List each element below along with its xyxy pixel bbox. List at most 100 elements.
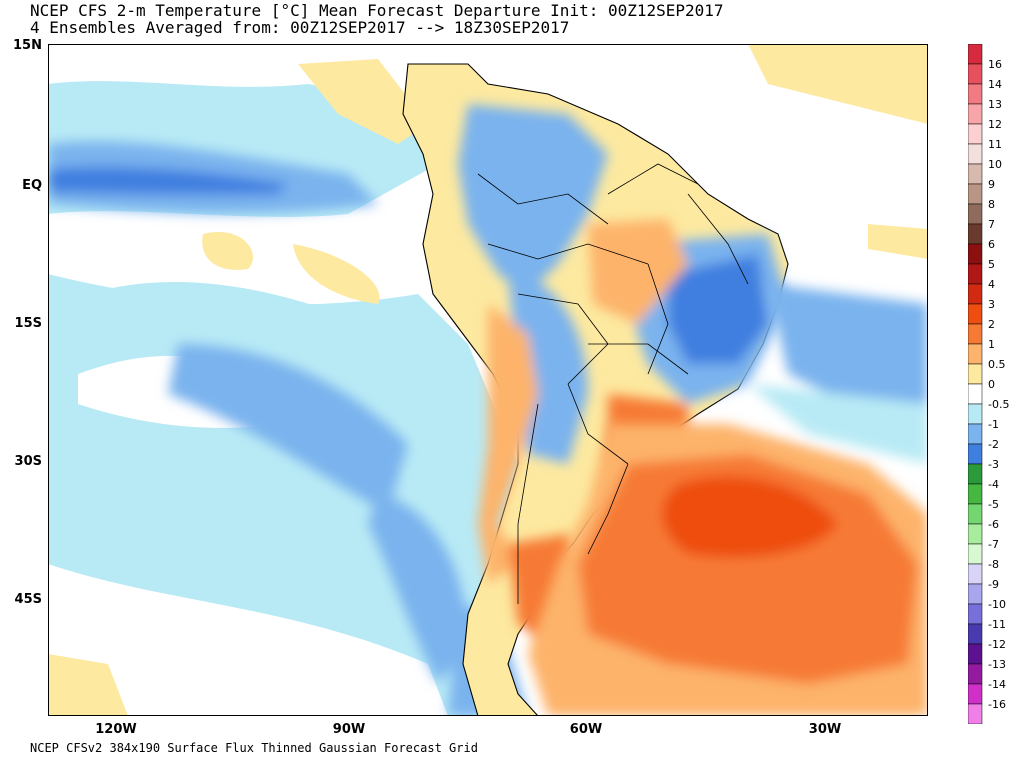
colorbar-swatch [968,563,983,585]
colorbar-label: -11 [988,618,1006,631]
chile-coast-warm [478,304,538,584]
colorbar-swatch [968,283,983,305]
colorbar-swatch [968,363,983,385]
atlantic-east-cool [768,284,928,424]
warm-patch-pacific [202,232,253,270]
colorbar-label: 3 [988,298,995,311]
colorbar-label: 8 [988,198,995,211]
footer-text: NCEP CFSv2 384x190 Surface Flux Thinned … [30,741,478,755]
colorbar-swatch [968,643,983,665]
colorbar-swatch [968,603,983,625]
colorbar-swatch [968,403,983,425]
colorbar-label: -7 [988,538,999,551]
southeast-pacific-blue [168,344,408,514]
pacific-south-white [48,564,448,716]
colorbar-swatch [968,443,983,465]
colorbar-swatch [968,523,983,545]
map-subtitle: 4 Ensembles Averaged from: 00Z12SEP2017 … [30,18,570,37]
colorbar-label: 16 [988,58,1002,71]
colorbar-label: 12 [988,118,1002,131]
colorbar-swatch [968,463,983,485]
map-title: NCEP CFS 2-m Temperature [°C] Mean Forec… [30,1,724,20]
lat-label-30s: 30S [14,454,42,469]
colorbar-label: 1 [988,338,995,351]
colorbar-label: 0 [988,378,995,391]
colorbar-swatch [968,423,983,445]
warm-patch-southwest [48,654,128,716]
colorbar-label: -16 [988,698,1006,711]
colorbar-swatch [968,263,983,285]
colorbar: 16 14 13 12 11 10 9 8 7 6 5 4 3 2 1 0.5 0 -0.5 -1 -2 -3 -4 -5 -… [968,44,1009,724]
lon-label-120w: 120W [95,722,137,737]
map-frame [48,44,928,716]
atlantic-east-light [748,384,928,464]
colorbar-swatch [968,63,983,85]
brazil-east-core [668,254,768,364]
pacific-west-blue [368,494,468,684]
country-borders [477,163,749,604]
colorbar-label: -5 [988,498,999,511]
colorbar-label: -1 [988,418,999,431]
warm-patch-northwest [298,59,428,144]
colorbar-label: -6 [988,518,999,531]
colorbar-label: -14 [988,678,1006,691]
central-brazil-warm [588,219,688,324]
lat-label-15s: 15S [14,316,42,331]
colorbar-label: -9 [988,578,999,591]
colorbar-swatch [968,583,983,605]
colorbar-label: -12 [988,638,1006,651]
equatorial-pacific-core [48,166,288,195]
lon-label-30w: 30W [808,722,842,737]
colorbar-swatch [968,44,983,65]
lat-label-45s: 45S [14,592,42,607]
colorbar-label: 0.5 [988,358,1006,371]
colorbar-swatch [968,683,983,705]
colorbar-swatch [968,303,983,325]
colorbar-label: 10 [988,158,1002,171]
colorbar-swatch [968,123,983,145]
colorbar-swatch [968,103,983,125]
warm-patch-topright [748,44,928,124]
colorbar-label: -0.5 [988,398,1009,411]
colorbar-swatch [968,623,983,645]
lon-label-90w: 90W [332,722,366,737]
colorbar-swatch [968,83,983,105]
colorbar-swatch [968,383,983,405]
colorbar-label: 4 [988,278,995,291]
colorbar-label: 9 [988,178,995,191]
lat-label-eq: EQ [22,178,42,193]
colorbar-label: -4 [988,478,999,491]
colorbar-swatch [968,343,983,365]
colorbar-label: 2 [988,318,995,331]
colorbar-label: 5 [988,258,995,271]
lat-label-15n: 15N [13,38,42,53]
colorbar-label: -2 [988,438,999,451]
colorbar-label: -3 [988,458,999,471]
colorbar-swatch [968,243,983,265]
colorbar-label: -8 [988,558,999,571]
colorbar-swatch [968,223,983,245]
colorbar-label: 7 [988,218,995,231]
colorbar-swatch [968,703,983,724]
pacific-mid-cool [88,282,428,404]
colorbar-swatch [968,323,983,345]
colorbar-swatch [968,203,983,225]
warm-patch-pacific2 [293,244,380,304]
colorbar-swatch [968,163,983,185]
colorbar-swatch [968,183,983,205]
lon-label-60w: 60W [569,722,603,737]
colorbar-swatch [968,663,983,685]
colorbar-swatch [968,543,983,565]
warm-patch-east [868,224,928,259]
anomaly-map [48,44,928,716]
colorbar-label: 11 [988,138,1002,151]
colorbar-label: -10 [988,598,1006,611]
colorbar-label: 14 [988,78,1002,91]
colorbar-swatch [968,483,983,505]
colorbar-label: 13 [988,98,1002,111]
colorbar-swatch [968,143,983,165]
southwest-atlantic-core [661,476,838,558]
colorbar-label: 6 [988,238,995,251]
colorbar-swatch [968,503,983,525]
colorbar-label: -13 [988,658,1006,671]
